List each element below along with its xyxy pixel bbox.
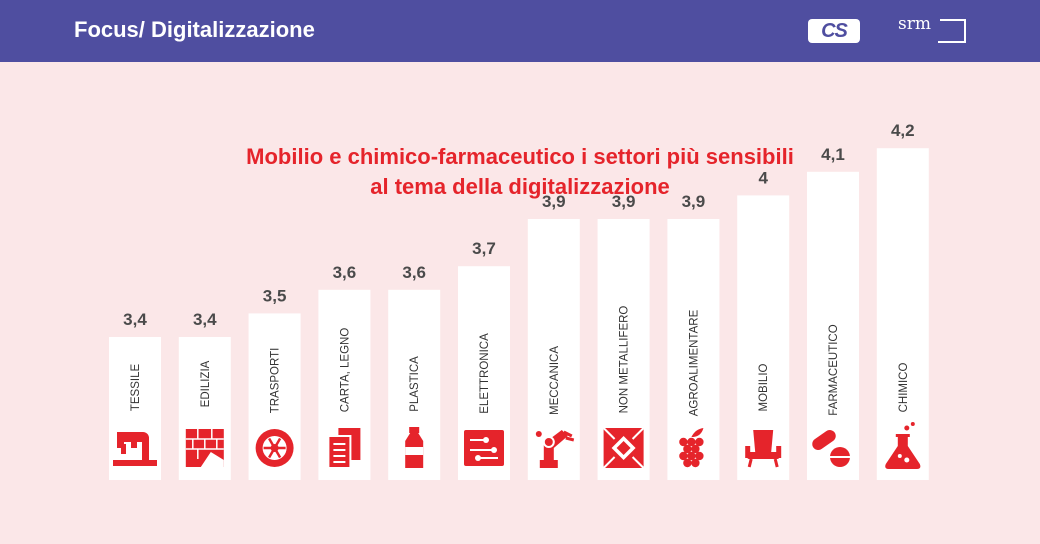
category-label: EDILIZIA <box>200 360 212 407</box>
circuit-board-icon <box>464 430 504 466</box>
data-label: 3,5 <box>263 286 287 305</box>
chart-title-line-2: al tema della digitalizzazione <box>370 174 670 199</box>
bar-group: 3,7 ELETTRONICA <box>458 239 510 480</box>
bar <box>876 148 929 480</box>
category-label: PLASTICA <box>409 356 421 412</box>
category-label: FARMACEUTICO <box>828 324 840 415</box>
bar-group: 4,1 FARMACEUTICO <box>807 145 859 481</box>
category-label: AGROALIMENTARE <box>688 309 700 416</box>
category-label: TRASPORTI <box>270 348 282 414</box>
data-label: 3,6 <box>333 263 357 282</box>
bar-group: 3,6 PLASTICA <box>388 263 441 480</box>
data-label: 4,2 <box>891 121 915 140</box>
bar-group: 3,4 TESSILE <box>109 310 161 480</box>
cs-logo: CS <box>808 19 860 43</box>
category-label: NON METALLIFERO <box>619 306 631 414</box>
data-label: 4,1 <box>821 145 845 164</box>
paper-stack-icon <box>327 428 361 469</box>
header-bar: Focus/ Digitalizzazione CS srm <box>0 0 1040 62</box>
grapes-icon <box>679 428 704 468</box>
data-label: 3,4 <box>123 310 147 329</box>
category-label: ELETTRONICA <box>479 333 491 414</box>
bar <box>109 337 161 480</box>
bar-group: 3,4 EDILIZIA <box>178 310 231 480</box>
srm-logo-mark <box>938 19 966 43</box>
category-label: CHIMICO <box>898 363 910 413</box>
category-label: CARTA, LEGNO <box>339 328 351 413</box>
data-label: 3,4 <box>193 310 217 329</box>
data-label: 4 <box>758 168 768 187</box>
armchair-icon <box>745 430 782 468</box>
bar-group: 3,9 MECCANICA <box>527 192 580 480</box>
bottle-icon <box>405 427 424 468</box>
category-label: MECCANICA <box>549 346 561 415</box>
bar-group: 4,2 CHIMICO <box>876 121 929 480</box>
sewing-machine-icon <box>113 432 157 466</box>
robot-arm-icon <box>535 430 575 468</box>
bar-group: 3,9 NON METALLIFERO <box>597 192 650 480</box>
bar <box>807 171 859 481</box>
brick-wall-icon <box>185 429 224 467</box>
chart-title-line-1: Mobilio e chimico-farmaceutico i settori… <box>246 144 794 169</box>
bar-group: 3,5 TRASPORTI <box>248 286 301 480</box>
data-label: 3,7 <box>472 239 496 258</box>
flask-icon <box>885 422 921 469</box>
pills-icon <box>812 429 850 467</box>
data-label: 3,9 <box>542 192 566 211</box>
wheel-icon <box>255 429 294 467</box>
data-label: 3,9 <box>682 192 706 211</box>
tile-icon <box>602 427 645 469</box>
bar-group: 4 MOBILIO <box>737 168 790 480</box>
bar-group: 3,9 AGROALIMENTARE <box>667 192 720 480</box>
data-label: 3,6 <box>402 263 426 282</box>
chart-title: Mobilio e chimico-farmaceutico i settori… <box>0 142 1040 202</box>
category-label: TESSILE <box>130 364 142 412</box>
category-label: MOBILIO <box>758 363 770 411</box>
bar-group: 3,6 CARTA, LEGNO <box>318 263 371 480</box>
data-label: 3,9 <box>612 192 636 211</box>
srm-logo: srm <box>898 14 931 34</box>
page-title: Focus/ Digitalizzazione <box>74 17 315 42</box>
